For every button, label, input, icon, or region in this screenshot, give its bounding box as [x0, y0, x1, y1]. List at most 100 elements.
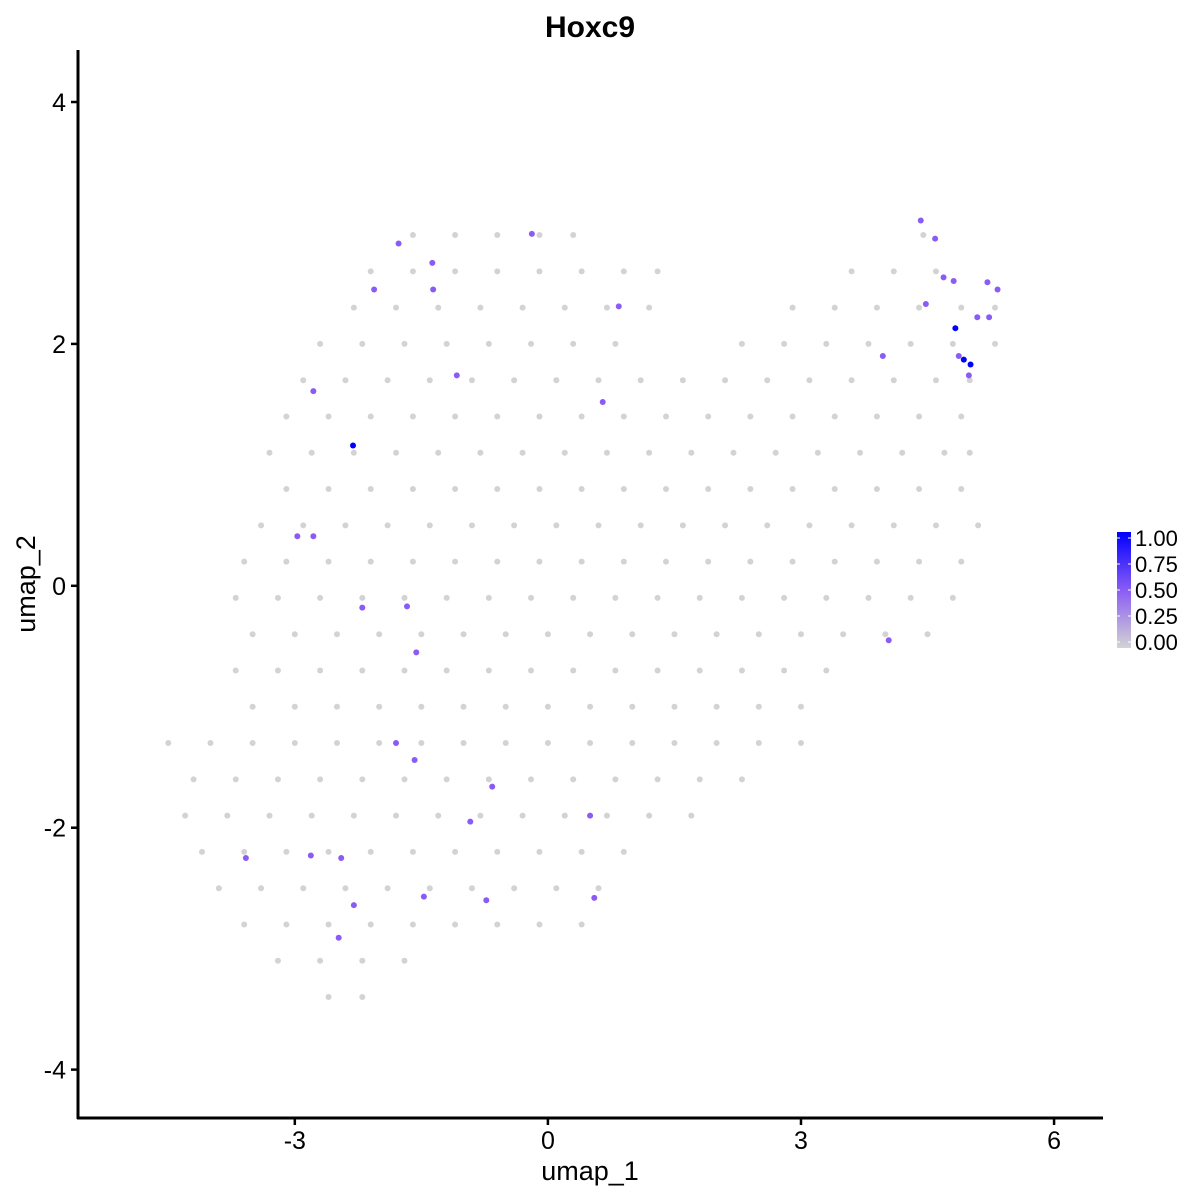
data-point — [283, 486, 290, 493]
data-point — [536, 268, 543, 275]
data-point — [443, 594, 450, 601]
data-point — [468, 377, 475, 384]
legend-label: 0.25 — [1135, 604, 1178, 629]
data-point — [409, 486, 416, 493]
data-point — [966, 449, 973, 456]
data-point — [291, 703, 298, 710]
data-point — [553, 522, 560, 529]
expressing-data-point — [994, 286, 1001, 293]
data-point — [899, 449, 906, 456]
data-point — [781, 340, 788, 347]
data-point — [224, 812, 231, 819]
data-point — [342, 377, 349, 384]
expressing-data-point — [393, 740, 400, 747]
data-point — [452, 486, 459, 493]
expressing-data-point — [310, 388, 317, 395]
data-point — [342, 885, 349, 892]
expressing-data-point — [952, 325, 959, 332]
data-point — [249, 740, 256, 747]
data-point — [730, 449, 737, 456]
expressing-data-point — [950, 278, 957, 285]
data-point — [443, 340, 450, 347]
data-point — [570, 232, 577, 239]
data-point — [755, 631, 762, 638]
data-point — [831, 486, 838, 493]
y-tick-label: -2 — [44, 815, 66, 843]
data-point — [797, 703, 804, 710]
data-point — [570, 776, 577, 783]
expressing-data-point — [489, 783, 496, 790]
data-point — [317, 776, 324, 783]
data-point — [738, 340, 745, 347]
data-point — [519, 449, 526, 456]
data-point — [232, 667, 239, 674]
expressing-data-point — [310, 533, 317, 540]
expressing-data-point — [371, 286, 378, 293]
data-point — [570, 667, 577, 674]
expressing-data-point — [420, 893, 427, 900]
data-point — [570, 594, 577, 601]
data-point — [485, 667, 492, 674]
data-point — [342, 522, 349, 529]
data-point — [603, 304, 610, 311]
data-point — [460, 703, 467, 710]
data-point — [367, 558, 374, 565]
expressing-data-point — [429, 259, 436, 266]
data-point — [620, 558, 627, 565]
data-point — [814, 449, 821, 456]
data-point — [359, 957, 366, 964]
data-point — [806, 522, 813, 529]
expressing-data-point — [615, 303, 622, 310]
data-point — [823, 667, 830, 674]
data-point — [916, 558, 923, 565]
data-point — [435, 304, 442, 311]
data-point — [637, 377, 644, 384]
expressing-data-point — [965, 372, 972, 379]
data-point — [612, 340, 619, 347]
data-point — [949, 594, 956, 601]
data-point — [865, 594, 872, 601]
data-point — [536, 848, 543, 855]
data-point — [249, 703, 256, 710]
data-point — [359, 594, 366, 601]
data-point — [722, 377, 729, 384]
data-point — [494, 268, 501, 275]
data-point — [755, 703, 762, 710]
data-point — [502, 740, 509, 747]
expressing-data-point — [967, 361, 974, 368]
data-point — [570, 340, 577, 347]
data-point — [409, 558, 416, 565]
data-point — [882, 631, 889, 638]
legend-colorbar — [1117, 532, 1131, 648]
data-point — [511, 885, 518, 892]
data-point — [920, 232, 927, 239]
expressing-data-point — [413, 649, 420, 656]
expressing-data-point — [591, 894, 598, 901]
data-point — [671, 631, 678, 638]
x-tick-label: -3 — [284, 1127, 306, 1155]
data-point — [325, 848, 332, 855]
data-point — [831, 413, 838, 420]
data-point — [325, 994, 332, 1001]
expressing-data-point — [960, 356, 967, 363]
data-point — [468, 522, 475, 529]
data-point — [764, 377, 771, 384]
data-point — [941, 449, 948, 456]
data-point — [359, 667, 366, 674]
data-point — [772, 449, 779, 456]
data-point — [393, 812, 400, 819]
data-point — [435, 812, 442, 819]
data-point — [949, 340, 956, 347]
data-point — [418, 703, 425, 710]
data-point — [494, 558, 501, 565]
legend-label: 0.75 — [1135, 552, 1178, 577]
y-ticks: -4 -2 0 2 4 — [44, 89, 78, 1085]
data-point — [528, 594, 535, 601]
data-point — [468, 885, 475, 892]
data-point — [384, 522, 391, 529]
data-point — [393, 304, 400, 311]
data-point — [494, 848, 501, 855]
data-point — [536, 921, 543, 928]
data-point — [283, 848, 290, 855]
data-point — [426, 377, 433, 384]
